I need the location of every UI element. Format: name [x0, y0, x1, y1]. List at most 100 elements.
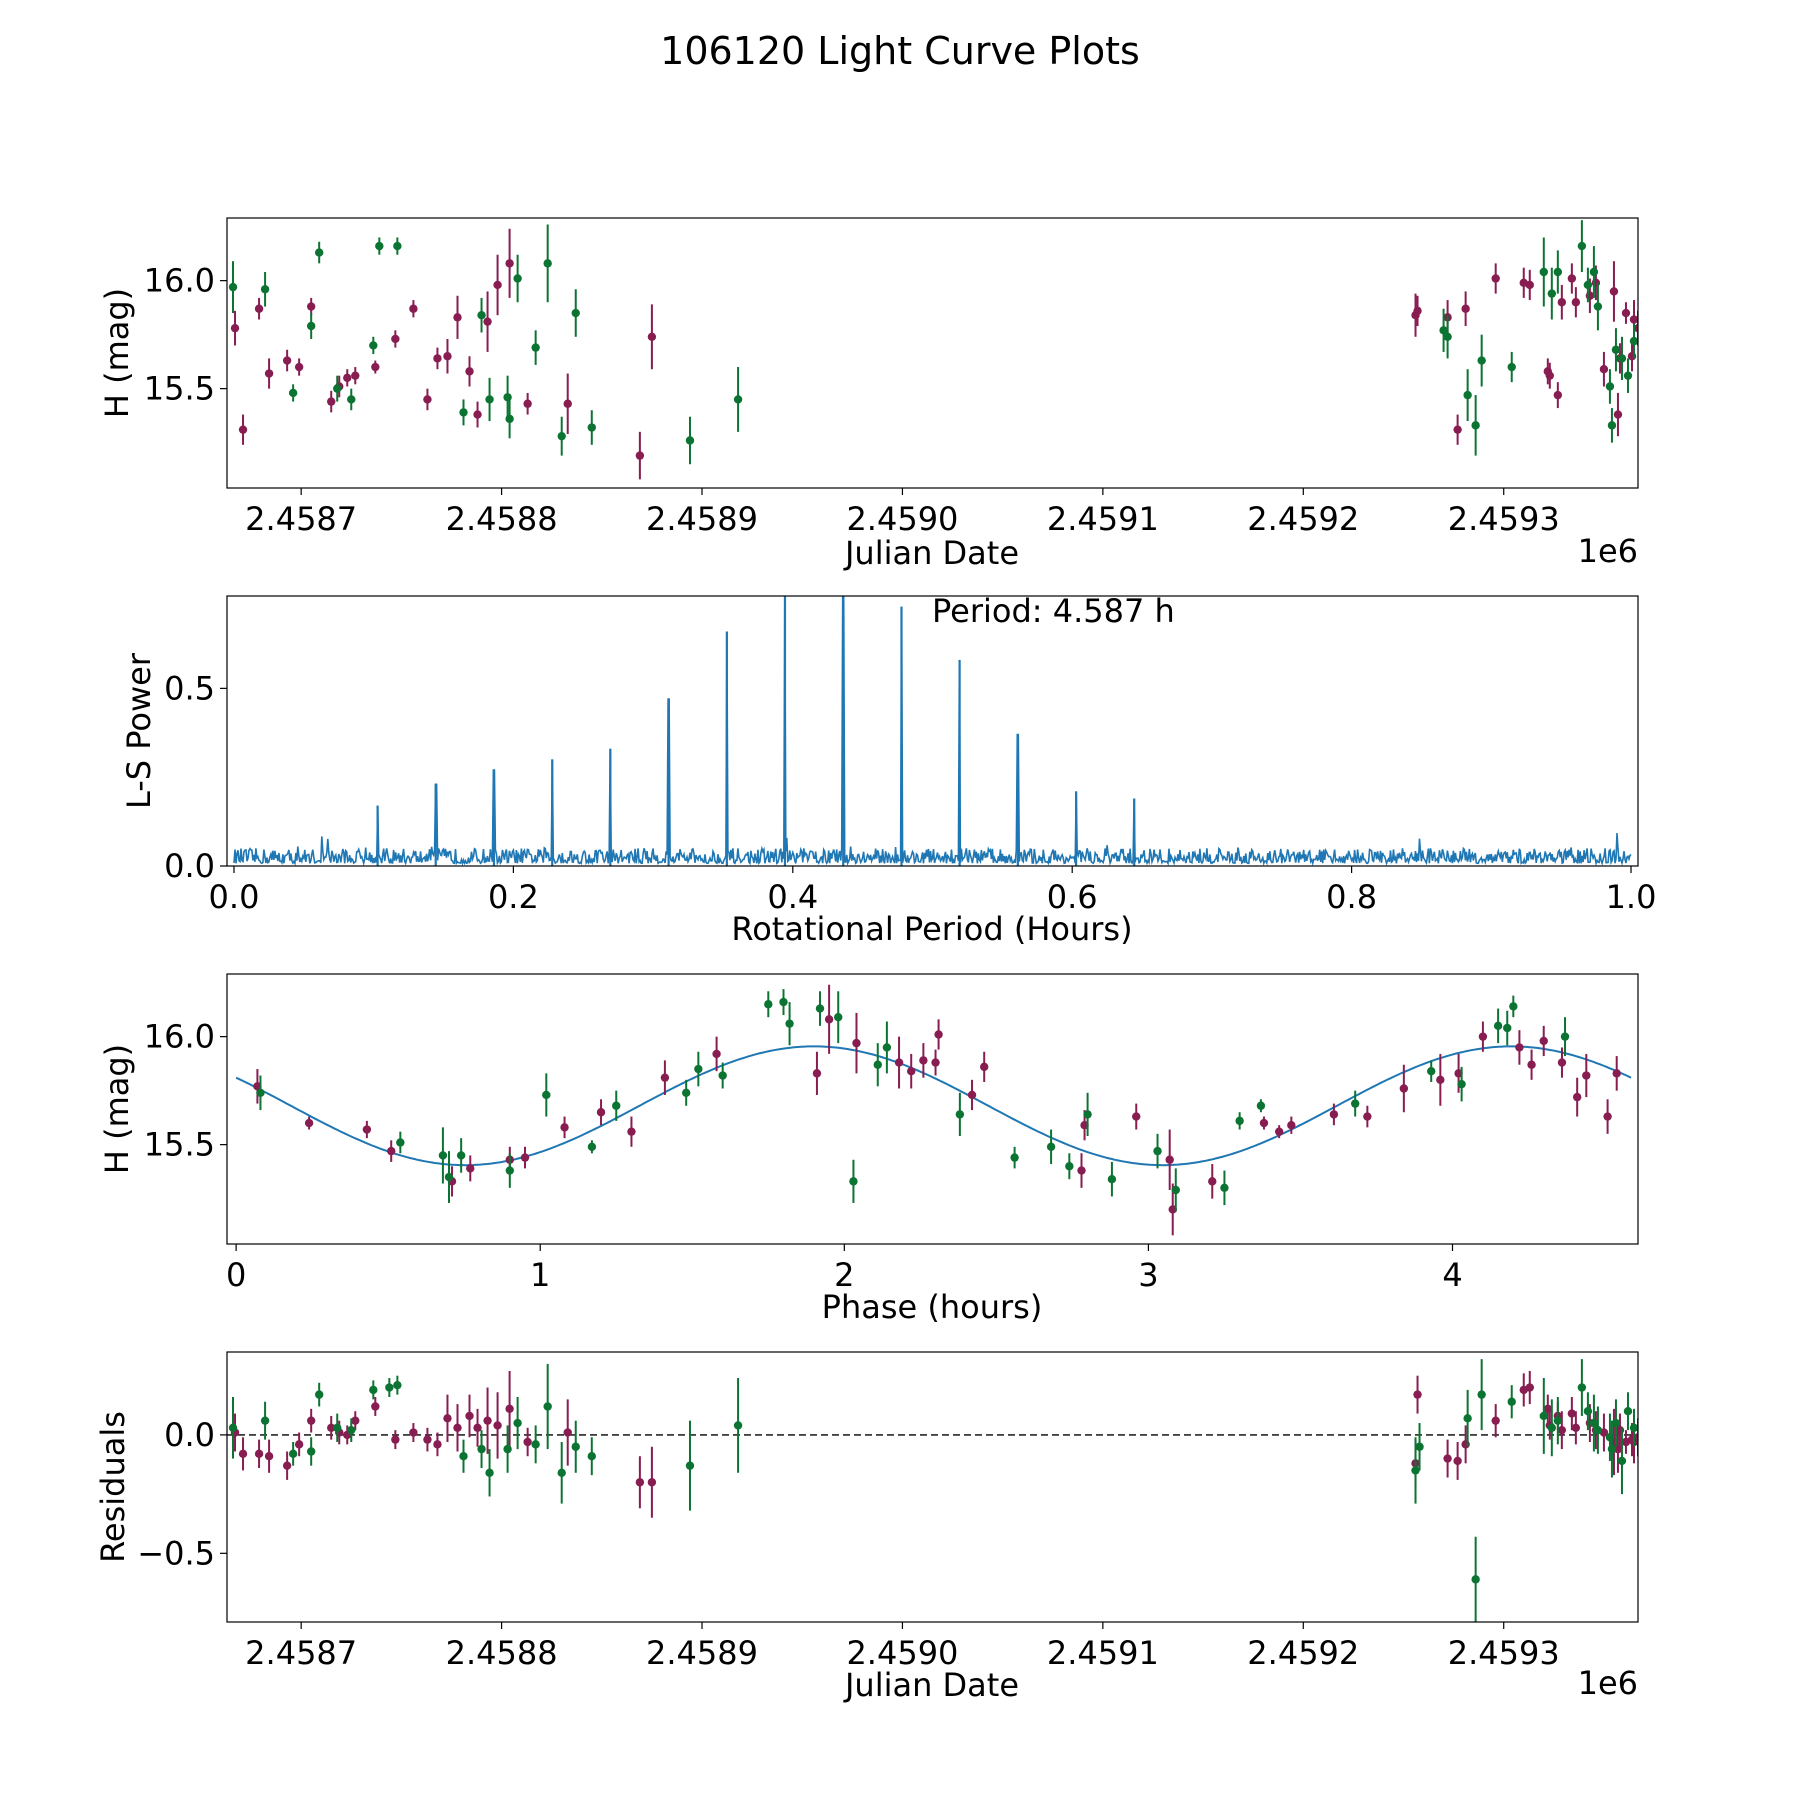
- y-tick-label: 16.0: [144, 1018, 215, 1056]
- data-point: [477, 311, 486, 320]
- data-point: [1077, 1166, 1086, 1175]
- x-tick-label: 2.4590: [846, 500, 958, 538]
- data-point: [459, 408, 468, 417]
- data-point: [1599, 365, 1609, 374]
- x-tick-label: 0: [226, 1256, 246, 1294]
- panel-3-frame: [226, 973, 1639, 1245]
- panel-residuals: 2.4587 2.4588 2.4589 2.4590 2.4591 2.4592 2.45…: [94, 1351, 1639, 1704]
- x-tick-label: 0.0: [209, 878, 260, 916]
- x-tick-label: 2.4590: [846, 1634, 958, 1672]
- data-point: [571, 308, 580, 318]
- data-point: [1235, 1116, 1244, 1126]
- data-point: [647, 332, 657, 341]
- data-point: [764, 1000, 773, 1009]
- data-point: [343, 373, 352, 383]
- data-point: [531, 343, 540, 352]
- panel-2-plot: 0.0 0.2 0.4 0.6 0.8 1.0 0.0 0.5: [164, 596, 1656, 916]
- data-point: [409, 304, 418, 313]
- data-point: [812, 1069, 822, 1078]
- data-point: [306, 302, 316, 311]
- data-point: [391, 1435, 400, 1444]
- data-point: [1507, 1397, 1516, 1406]
- data-point: [1525, 1383, 1534, 1392]
- data-point: [493, 1421, 502, 1430]
- data-point: [1046, 1142, 1056, 1152]
- data-point: [347, 395, 356, 404]
- data-point: [1471, 1575, 1480, 1584]
- data-point: [1589, 1418, 1599, 1428]
- data-point: [785, 1019, 794, 1028]
- data-point: [542, 1090, 551, 1100]
- data-point: [1413, 306, 1422, 316]
- data-point: [1436, 1075, 1445, 1085]
- data-point: [333, 1423, 342, 1432]
- data-point: [1539, 1411, 1548, 1421]
- data-point: [375, 241, 384, 251]
- data-point: [385, 1383, 394, 1392]
- data-point: [1560, 1032, 1570, 1041]
- data-point: [712, 1049, 721, 1059]
- data-point: [1525, 280, 1534, 290]
- panel-2-xlabel: Rotational Period (Hours): [731, 910, 1132, 948]
- data-point: [571, 1442, 580, 1451]
- data-point: [1415, 1442, 1424, 1451]
- period-annotation: Period: 4.587 h: [932, 592, 1175, 630]
- panel-4-xlabel: Julian Date: [843, 1666, 1019, 1704]
- data-point: [1478, 1032, 1488, 1041]
- data-point: [396, 1138, 405, 1147]
- data-point: [264, 369, 274, 378]
- data-point: [304, 1118, 314, 1128]
- data-point: [1607, 1444, 1617, 1454]
- data-point: [563, 399, 572, 408]
- data-point: [505, 1166, 515, 1175]
- data-point: [433, 1440, 442, 1449]
- data-point: [587, 1452, 596, 1461]
- data-point: [503, 1444, 512, 1454]
- data-point: [306, 1416, 316, 1425]
- data-point: [523, 399, 532, 408]
- data-point: [254, 1449, 264, 1459]
- panel-3-ylabel: H (mag): [98, 1044, 136, 1174]
- data-point: [894, 1058, 904, 1067]
- data-point: [733, 395, 743, 404]
- panel-4-frame: [226, 1351, 1639, 1623]
- x-tick-label: 2.4589: [646, 500, 758, 538]
- data-point: [1637, 1462, 1638, 1465]
- data-point: [1477, 1390, 1486, 1399]
- data-point: [1547, 289, 1557, 298]
- data-point: [1413, 1390, 1422, 1399]
- data-point: [282, 1461, 292, 1470]
- data-point: [453, 1423, 462, 1432]
- data-point: [1607, 421, 1617, 430]
- data-point: [347, 1425, 356, 1435]
- data-point: [1582, 1071, 1591, 1080]
- data-point: [1132, 1112, 1141, 1121]
- data-point: [1593, 302, 1603, 311]
- data-point: [238, 425, 248, 434]
- data-point: [718, 1071, 727, 1080]
- data-point: [560, 1123, 569, 1132]
- data-point: [443, 352, 452, 361]
- data-point: [256, 1088, 265, 1098]
- data-point: [473, 410, 482, 419]
- panel-1-ylabel: H (mag): [98, 288, 136, 418]
- data-point: [1539, 267, 1548, 277]
- data-point: [834, 1013, 843, 1022]
- panel-2-frame: [226, 595, 1639, 867]
- data-point: [1165, 1155, 1174, 1164]
- x-tick-label: 0.6: [1047, 878, 1098, 916]
- data-point: [1411, 1466, 1420, 1475]
- y-tick-label: 16.0: [144, 262, 215, 300]
- data-point: [1571, 1423, 1581, 1432]
- data-point: [849, 1177, 858, 1186]
- data-point: [1453, 425, 1462, 434]
- data-point: [1274, 1127, 1284, 1136]
- y-tick-label: 15.5: [144, 1126, 215, 1164]
- data-point: [456, 1151, 466, 1160]
- data-point: [873, 1060, 882, 1069]
- data-point: [1567, 274, 1577, 283]
- panel-2-ylabel: L-S Power: [120, 652, 158, 809]
- data-point: [557, 1468, 566, 1477]
- y-tick-label: −0.5: [137, 1534, 215, 1572]
